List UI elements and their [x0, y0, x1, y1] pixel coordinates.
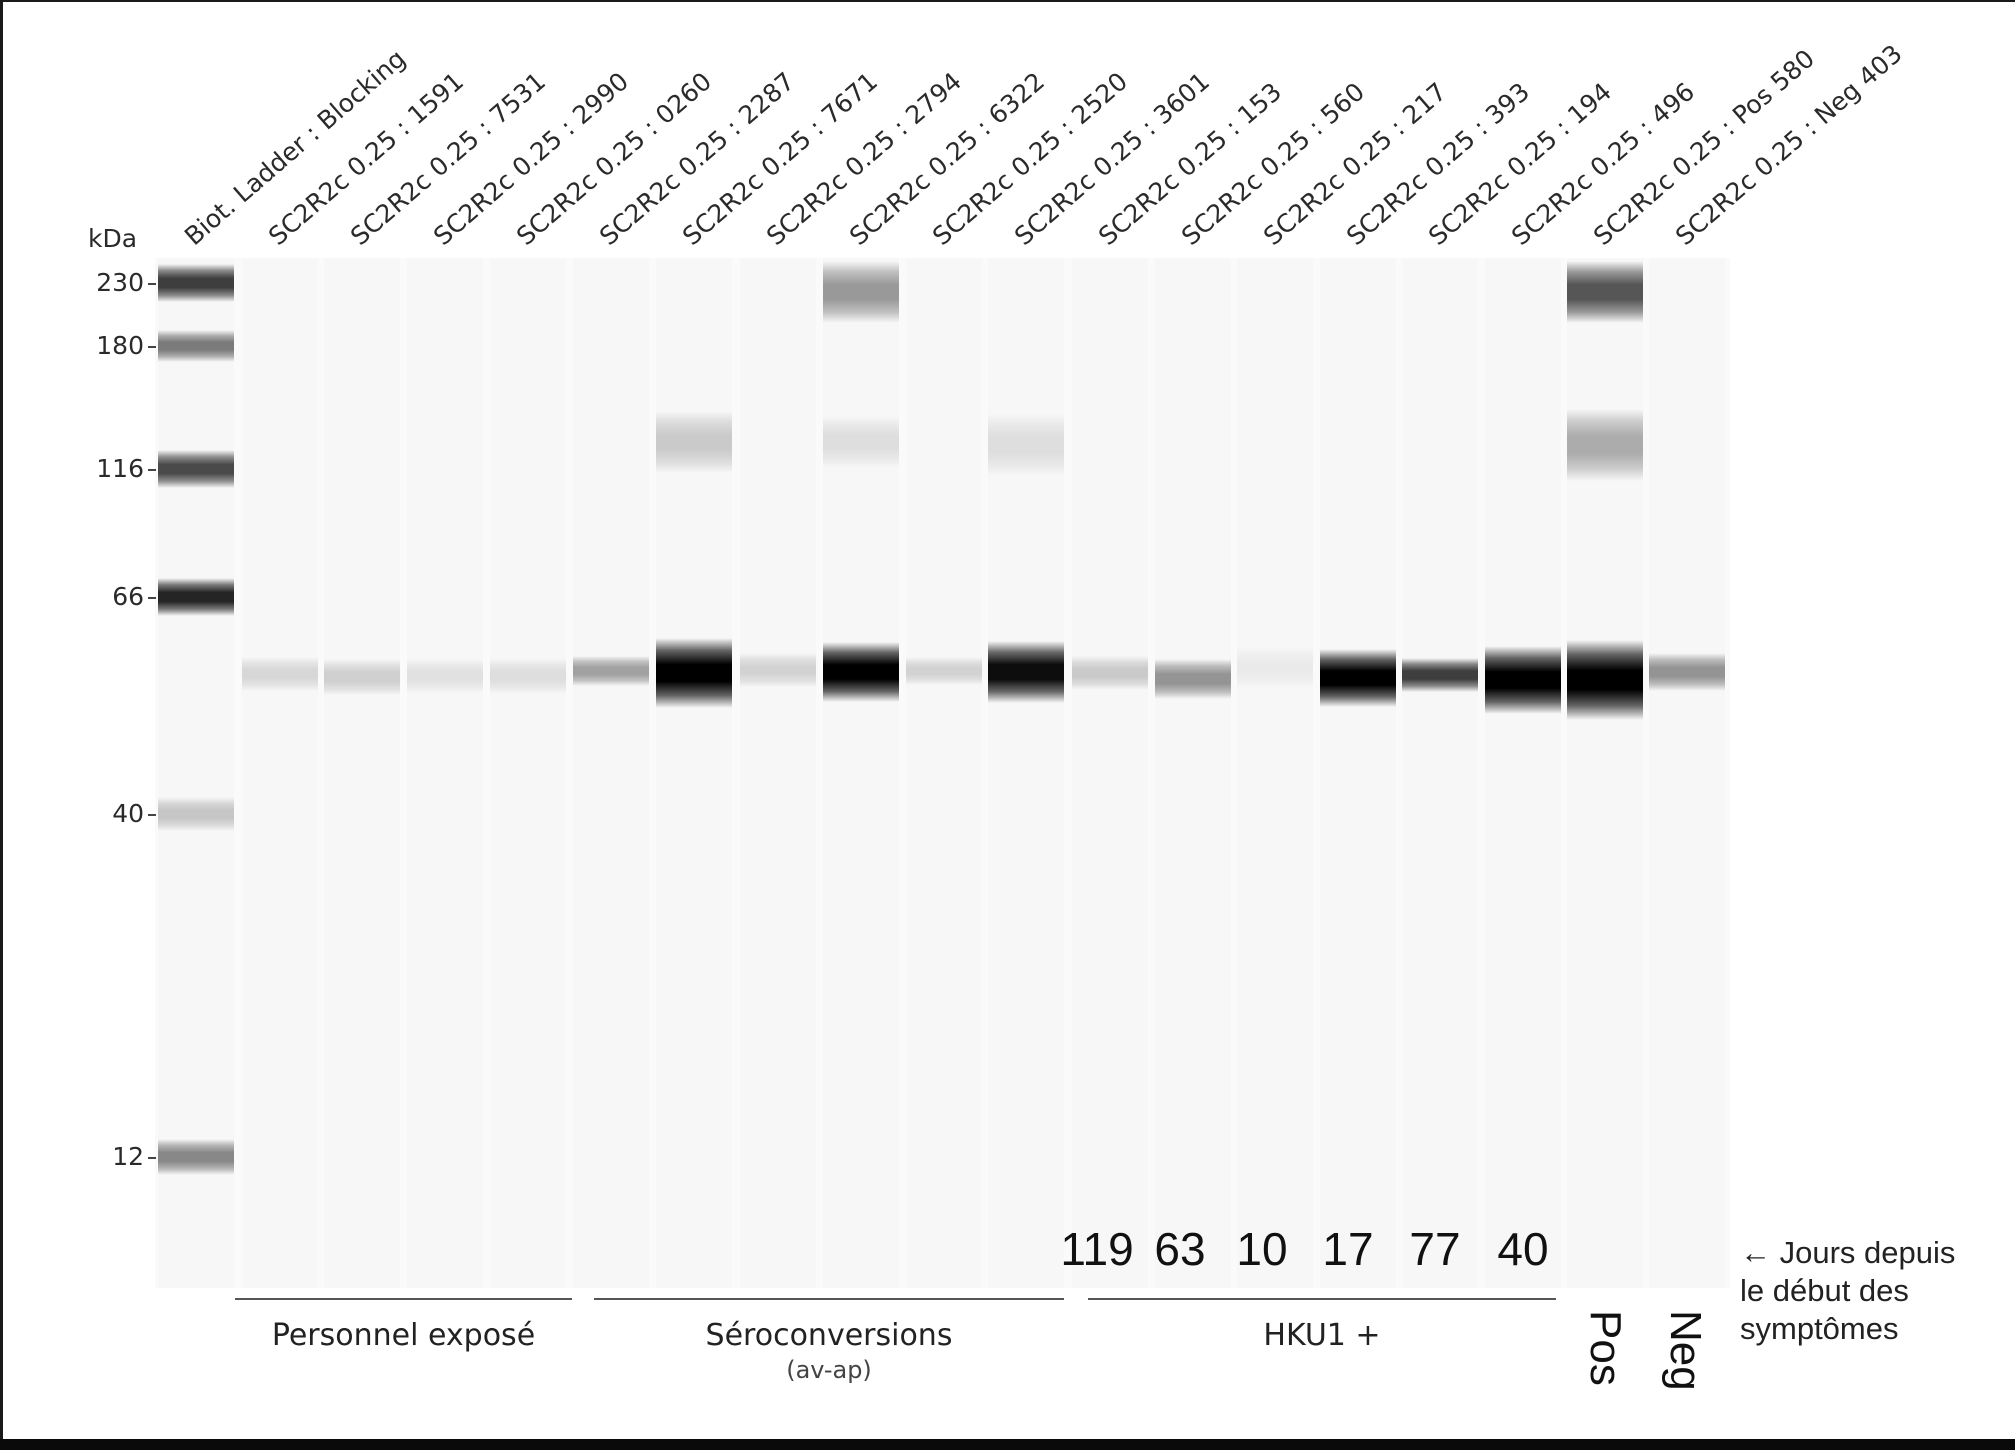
- day-label: 10: [1236, 1223, 1288, 1275]
- neg-control-label: Neg: [1661, 1310, 1710, 1391]
- gel-band: [158, 797, 234, 831]
- mw-tick: [148, 283, 156, 285]
- sample-lane: [1155, 258, 1231, 1288]
- gel-band: [823, 416, 899, 468]
- note-line: le début des: [1740, 1273, 1909, 1308]
- mw-marker-label: 66: [112, 582, 144, 611]
- mw-marker-label: 116: [96, 454, 144, 483]
- gel-band: [1155, 659, 1231, 699]
- day-label: 119: [1060, 1223, 1134, 1275]
- days-since-onset-note: ← Jours depuis le début des symptômes: [1740, 1234, 1955, 1348]
- gel-band: [823, 642, 899, 702]
- mw-tick: [148, 346, 156, 348]
- group-label-hku1: HKU1 +: [1263, 1318, 1381, 1353]
- gel-band: [1320, 649, 1396, 707]
- day-label: 40: [1497, 1223, 1549, 1275]
- gel-band: [242, 657, 318, 691]
- day-label: 77: [1409, 1223, 1461, 1275]
- gel-band: [573, 656, 649, 686]
- gel-band: [656, 638, 732, 708]
- gel-band: [158, 330, 234, 362]
- gel-band: [1237, 647, 1313, 689]
- group-line-seroconversions: [594, 1298, 1064, 1300]
- gel-band: [988, 641, 1064, 703]
- sample-lane: [1320, 258, 1396, 1288]
- sample-lane: [823, 258, 899, 1288]
- gel-band: [490, 658, 566, 694]
- day-label: 63: [1154, 1223, 1206, 1275]
- mw-tick: [148, 1157, 156, 1159]
- sample-lane: [242, 258, 318, 1288]
- gel-band: [1649, 653, 1725, 691]
- sample-lane: [656, 258, 732, 1288]
- sample-lane: [1402, 258, 1478, 1288]
- sample-lane: [573, 258, 649, 1288]
- mw-tick: [148, 814, 156, 816]
- gel-band: [1485, 646, 1561, 714]
- sample-lane: [490, 258, 566, 1288]
- left-border: [0, 0, 3, 1450]
- gel-band: [158, 578, 234, 616]
- gel-band: [1567, 409, 1643, 481]
- gel-band: [158, 264, 234, 302]
- sample-lane: [1237, 258, 1313, 1288]
- sample-lane: [1649, 258, 1725, 1288]
- sample-lane: [1567, 258, 1643, 1288]
- sample-lane: [324, 258, 400, 1288]
- sample-lane: [1072, 258, 1148, 1288]
- note-line: symptômes: [1740, 1311, 1899, 1346]
- gel-band: [823, 261, 899, 323]
- ladder-lane: [158, 258, 234, 1288]
- sample-lane: [906, 258, 982, 1288]
- mw-marker-label: 12: [112, 1142, 144, 1171]
- bottom-border: [0, 1439, 2015, 1450]
- top-border: [0, 0, 2015, 2]
- sample-lane: [740, 258, 816, 1288]
- gel-band: [906, 657, 982, 685]
- gel-band: [407, 659, 483, 693]
- gel-band: [158, 1139, 234, 1175]
- mw-marker-label: 180: [96, 331, 144, 360]
- mw-marker-label: 230: [96, 268, 144, 297]
- group-sublabel-seroconversions: (av-ap): [786, 1356, 872, 1384]
- gel-band: [158, 450, 234, 488]
- gel-band: [656, 411, 732, 473]
- group-label-personnel: Personnel exposé: [271, 1318, 536, 1353]
- group-label-seroconversions: Séroconversions: [705, 1318, 953, 1353]
- axis-unit-label: kDa: [88, 224, 138, 253]
- mw-tick: [148, 469, 156, 471]
- group-line-personnel: [235, 1298, 572, 1300]
- pos-control-label: Pos: [1581, 1310, 1630, 1386]
- gel-band: [988, 414, 1064, 476]
- note-line: ← Jours depuis: [1740, 1235, 1956, 1270]
- day-label: 17: [1322, 1223, 1374, 1275]
- mw-tick: [148, 597, 156, 599]
- sample-lane: [988, 258, 1064, 1288]
- gel-band: [1402, 658, 1478, 692]
- group-line-hku1: [1088, 1298, 1556, 1300]
- gel-band: [1072, 656, 1148, 690]
- sample-lane: [1485, 258, 1561, 1288]
- mw-marker-label: 40: [112, 799, 144, 828]
- gel-band: [740, 653, 816, 687]
- gel-band: [1567, 640, 1643, 720]
- gel-band: [1567, 261, 1643, 323]
- gel-band: [324, 659, 400, 695]
- sample-lane: [407, 258, 483, 1288]
